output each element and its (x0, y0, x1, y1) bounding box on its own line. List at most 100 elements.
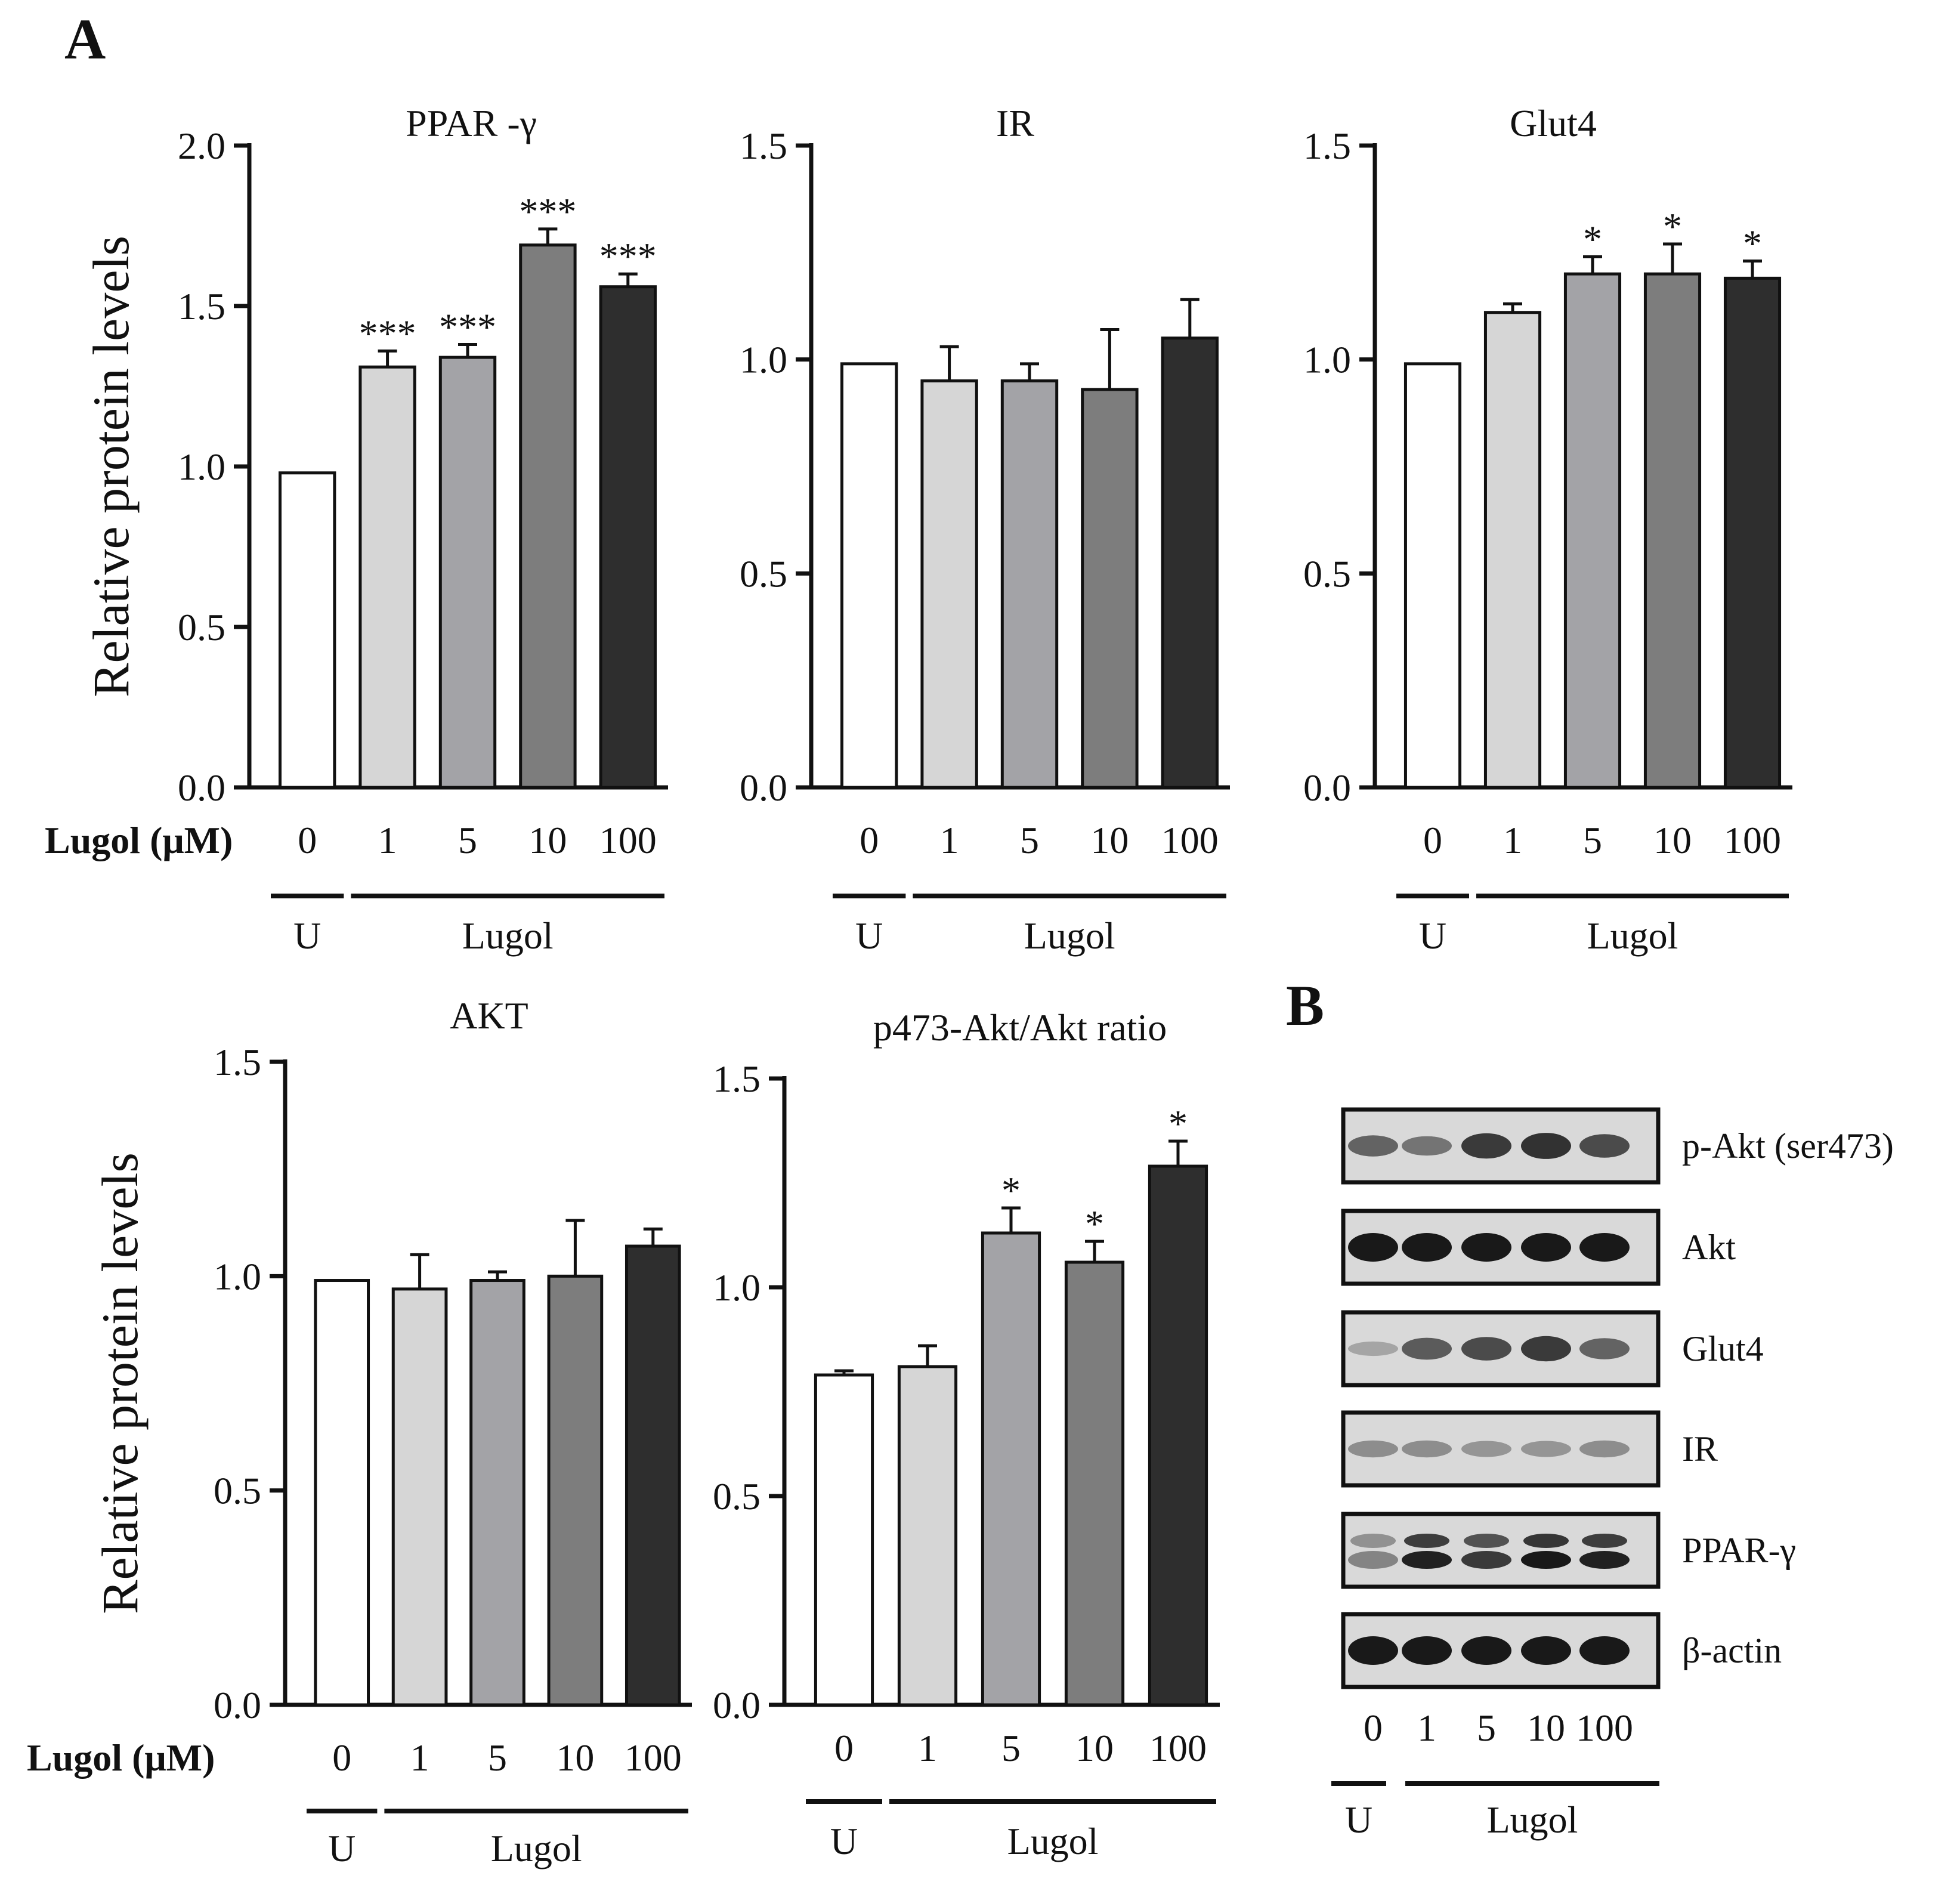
significance-marker: * (1168, 1102, 1188, 1145)
category-label: 1 (940, 819, 959, 861)
significance-marker: *** (359, 312, 416, 354)
bar-5 (1000, 379, 1059, 789)
y-axis-label: Relative protein levels (82, 236, 140, 697)
bar-5 (438, 356, 497, 789)
blot-band (1461, 1233, 1511, 1262)
significance-marker: *** (519, 190, 576, 233)
category-label: 10 (556, 1736, 594, 1779)
blot-row-label: p-Akt (ser473) (1682, 1126, 1894, 1166)
group-label: U (855, 914, 883, 957)
bar-10 (1081, 388, 1139, 789)
blot-band (1579, 1338, 1630, 1359)
y-tick-label: 0.0 (214, 1684, 261, 1726)
blot-band (1404, 1534, 1449, 1548)
significance-marker: * (1743, 223, 1762, 265)
blot-lane-label: 0 (1364, 1707, 1383, 1749)
y-tick-label: 1.0 (740, 339, 787, 381)
blot-row-label: Akt (1682, 1228, 1736, 1267)
blot-lane-label: 10 (1527, 1707, 1565, 1749)
category-label: 1 (918, 1727, 937, 1769)
blot-band (1461, 1551, 1511, 1569)
blot-lane-label: 5 (1477, 1707, 1496, 1749)
blot-band (1579, 1440, 1630, 1458)
chart-title: AKT (450, 994, 528, 1037)
category-label: 0 (834, 1727, 854, 1769)
y-tick-label: 1.0 (713, 1266, 760, 1309)
bar-100 (1161, 336, 1219, 789)
group-label: Lugol (1007, 1820, 1099, 1862)
bar-10 (1064, 1260, 1125, 1707)
blot-band (1521, 1441, 1571, 1457)
blot-band (1402, 1551, 1452, 1569)
bar-1 (391, 1287, 448, 1707)
blot-band (1521, 1233, 1571, 1262)
category-label: 5 (1583, 819, 1602, 861)
blot-band (1521, 1636, 1571, 1665)
significance-marker: * (1001, 1169, 1021, 1212)
y-tick-label: 0.5 (1303, 552, 1351, 595)
category-label: 100 (1161, 819, 1219, 861)
blot-band (1582, 1534, 1627, 1548)
blot-band (1402, 1233, 1452, 1262)
blot-band (1461, 1441, 1511, 1457)
bar-5 (469, 1279, 525, 1707)
chart-title: p473-Akt/Akt ratio (873, 1006, 1167, 1049)
blot-band (1348, 1135, 1398, 1157)
blot-row-label: β-actin (1682, 1631, 1782, 1670)
category-label: 100 (1149, 1727, 1207, 1769)
y-tick-label: 0.5 (214, 1470, 261, 1512)
bar-100 (625, 1244, 681, 1707)
group-label: U (1419, 914, 1446, 957)
chart-title: PPAR -γ (406, 102, 537, 144)
y-tick-label: 1.5 (1303, 125, 1351, 167)
panel-label-a: A (64, 7, 106, 71)
bar-10 (1643, 272, 1702, 789)
chart-glut4: Glut4 0.0 0.5 1.0 1.5 0 1 * 5 * 10 * 100 U Lugol (1303, 102, 1792, 957)
group-label: Lugol (1024, 914, 1115, 957)
bar-10 (547, 1274, 604, 1707)
y-tick-label: 1.5 (214, 1041, 261, 1083)
blot-band (1464, 1534, 1509, 1548)
bar-1 (897, 1365, 958, 1707)
bar-1 (920, 379, 978, 789)
y-tick-label: 1.0 (1303, 339, 1351, 381)
y-axis-label: Relative protein levels (91, 1152, 149, 1614)
panel-label-b: B (1286, 974, 1324, 1037)
significance-marker: * (1085, 1203, 1104, 1245)
category-label: 10 (1090, 819, 1129, 861)
category-label: 5 (488, 1736, 507, 1779)
bar-5 (1563, 272, 1622, 789)
bar-0 (1403, 362, 1462, 789)
blot-band (1402, 1337, 1452, 1360)
blot-band (1461, 1636, 1511, 1665)
y-tick-label: 1.5 (713, 1058, 760, 1100)
y-tick-label: 0.5 (740, 552, 787, 595)
category-label: 10 (1075, 1727, 1114, 1769)
y-tick-label: 0.0 (740, 767, 787, 809)
y-tick-label: 0.0 (178, 767, 225, 809)
blot-band (1348, 1551, 1398, 1569)
blot-band (1461, 1337, 1511, 1361)
category-label: 1 (410, 1736, 429, 1779)
blot-band (1521, 1133, 1571, 1159)
bar-0 (279, 471, 336, 789)
bar-1 (1483, 311, 1542, 789)
category-label: 100 (625, 1736, 682, 1779)
dose-row-label: Lugol (μM) (27, 1736, 215, 1779)
blot-row-label: PPAR-γ (1682, 1531, 1796, 1570)
y-tick-label: 1.0 (178, 446, 225, 488)
y-tick-label: 2.0 (178, 125, 225, 167)
y-tick-label: 1.5 (178, 285, 225, 327)
bar-1 (358, 365, 416, 789)
blot-band (1348, 1233, 1398, 1262)
group-label: U (328, 1827, 355, 1869)
significance-marker: *** (439, 306, 496, 348)
group-label: Lugol (462, 914, 554, 957)
chart-ppar-gamma: PPAR -γ 0.0 0.5 1.0 1.5 2.0 Relative protein l… (45, 102, 668, 957)
category-label: 100 (599, 819, 657, 861)
y-tick-label: 1.5 (740, 125, 787, 167)
category-label: 10 (528, 819, 567, 861)
chart-akt: AKT 0.0 0.5 1.0 1.5 Relative protein levels 0 1… (27, 994, 692, 1869)
chart-title: IR (996, 102, 1034, 144)
